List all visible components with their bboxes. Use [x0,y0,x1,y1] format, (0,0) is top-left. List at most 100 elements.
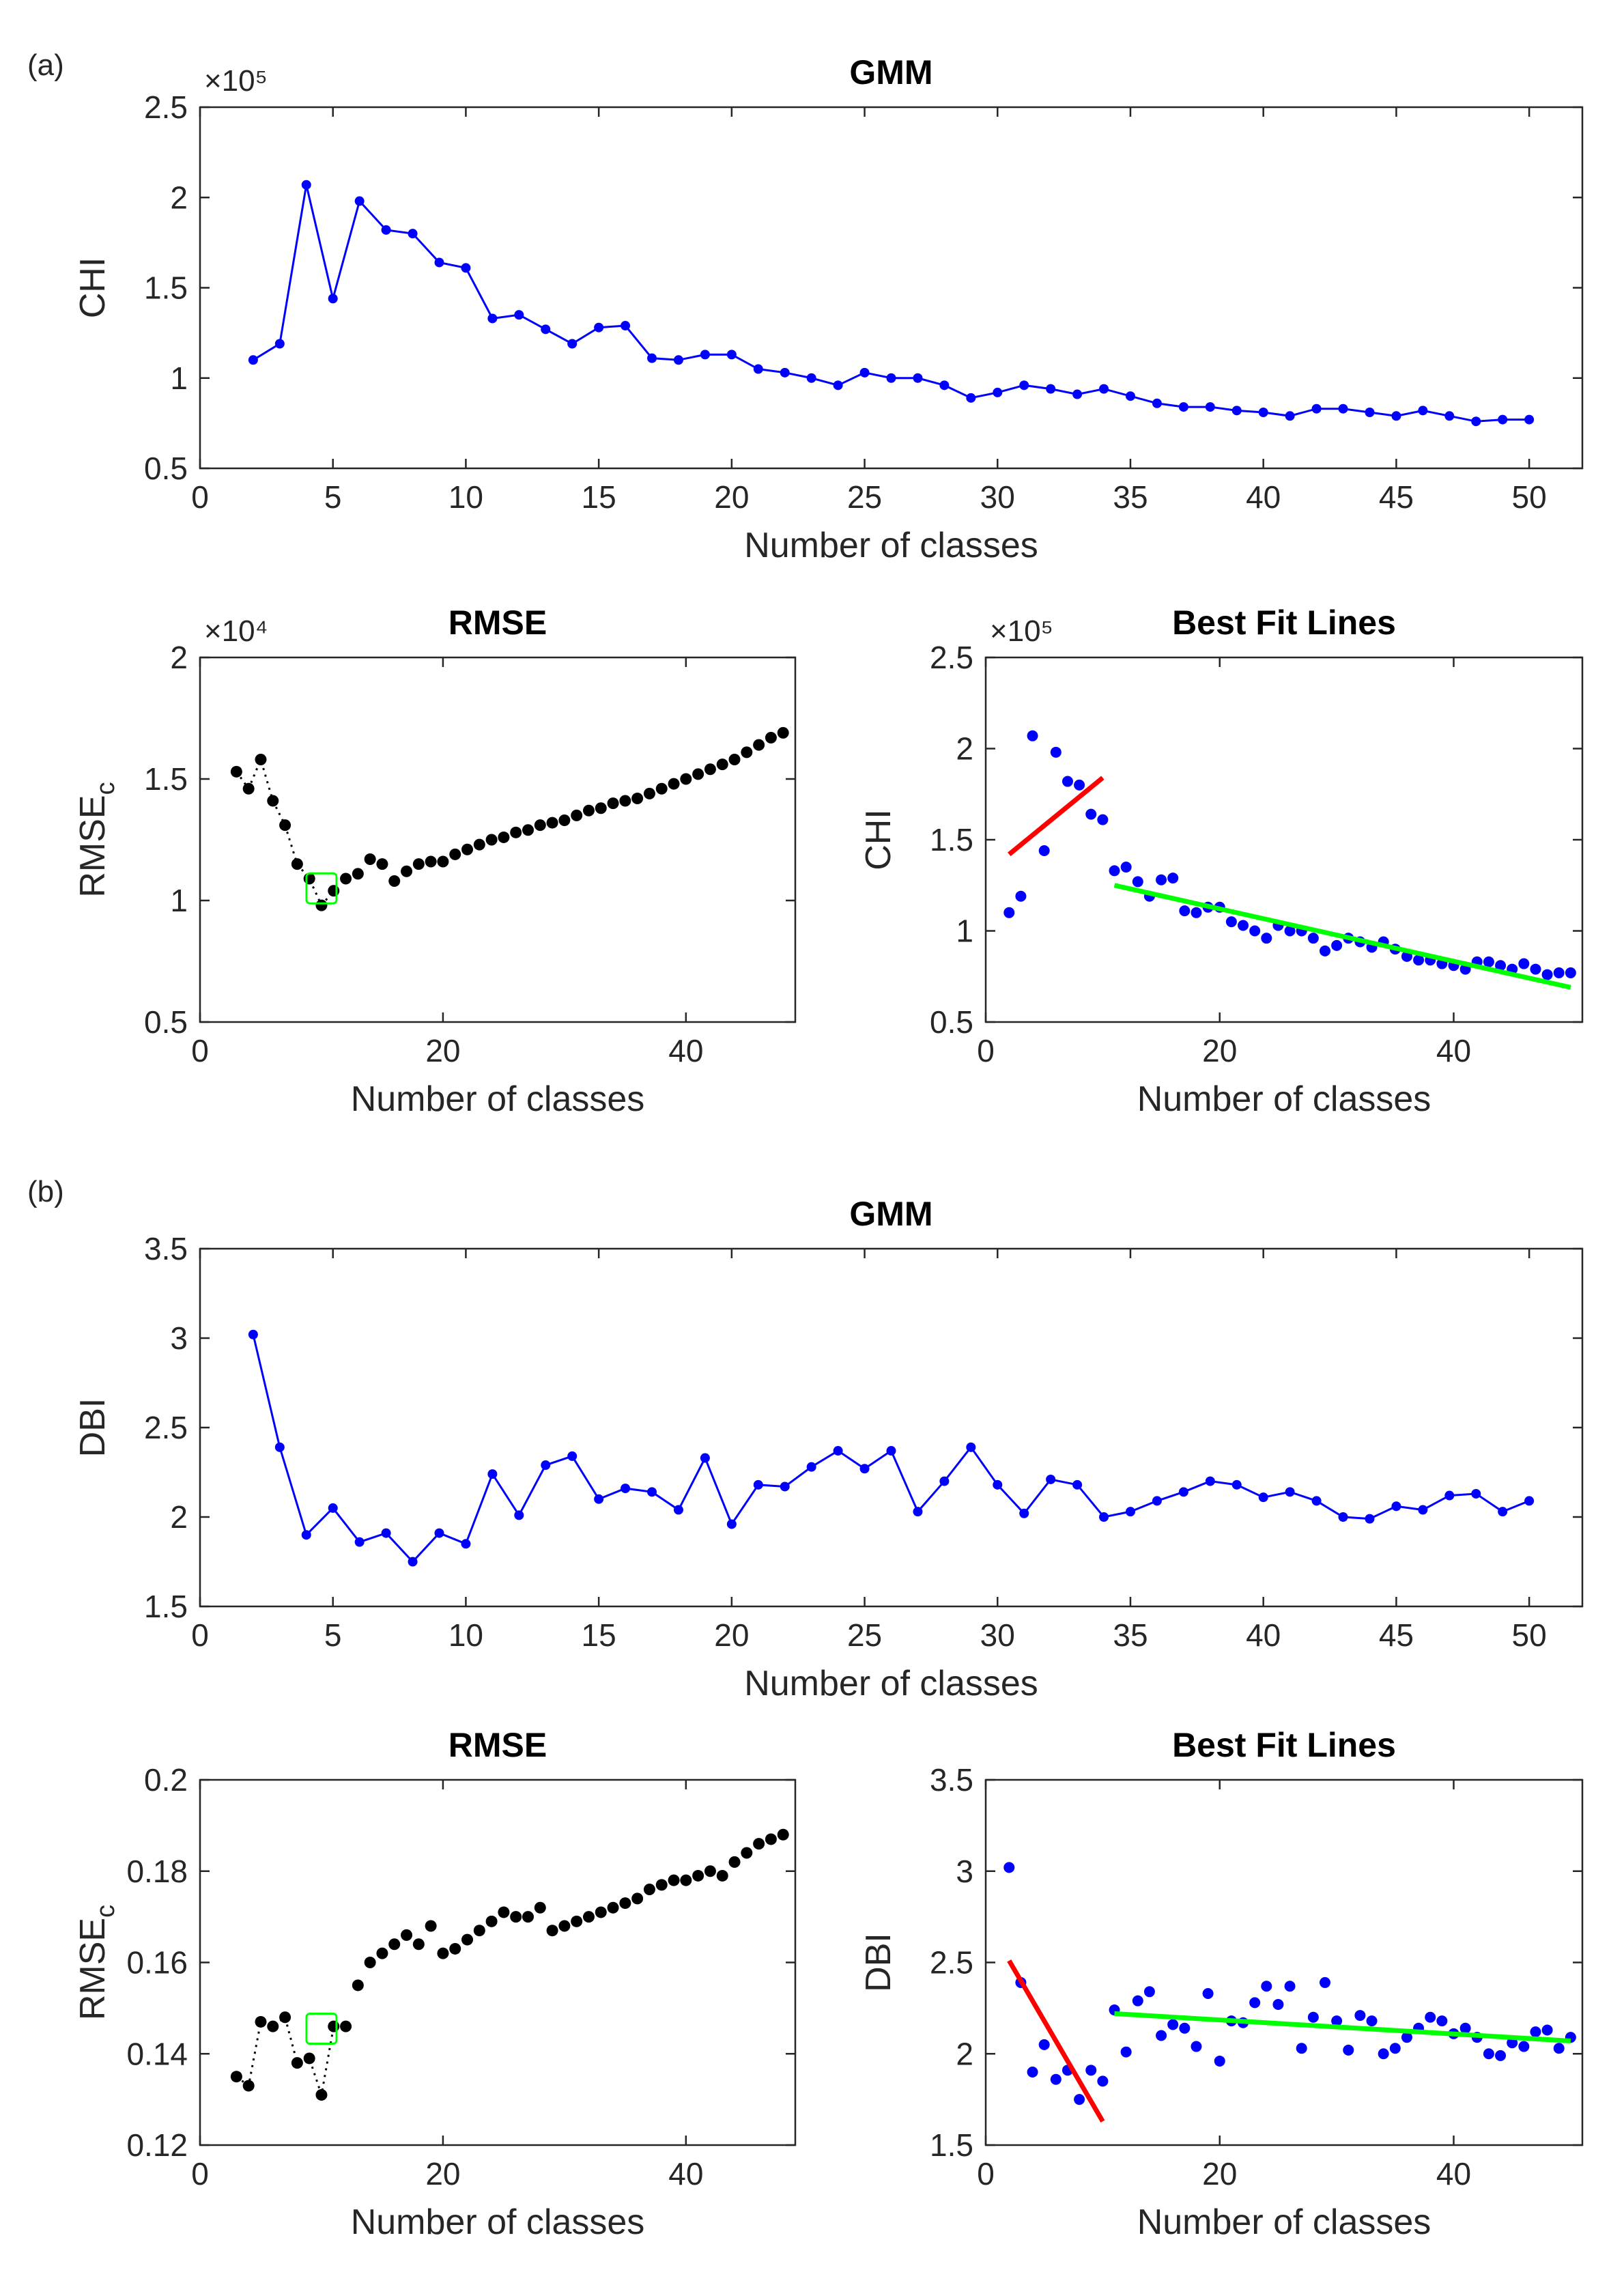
data-point [1518,2041,1530,2052]
data-point [1498,1507,1508,1517]
data-point [643,1884,655,1895]
data-point [1179,905,1191,917]
data-point [859,367,870,378]
data-point [255,2015,267,2028]
data-point [1389,2043,1401,2054]
data-point [1391,411,1401,421]
data-point [449,848,461,860]
y-axis-label: CHI [859,809,898,870]
data-point [546,817,558,829]
data-point [1003,907,1015,918]
data-point [274,339,285,349]
data-point [1050,2073,1062,2085]
data-point [833,380,843,391]
data-point [806,373,816,383]
data-point [1191,907,1202,918]
data-point [1085,808,1097,820]
fit-line-green [1113,883,1571,990]
data-point [364,853,376,865]
x-tick-label: 40 [1246,1617,1281,1653]
data-point [647,1487,657,1497]
x-tick-label: 35 [1113,479,1148,515]
y-axis-label-subscript: c [91,1905,120,1918]
data-point [1459,2022,1471,2034]
chart-title: GMM [849,53,932,91]
data-point [668,778,680,790]
data-point [741,746,753,758]
data-point [1307,2011,1319,2023]
data-point [700,350,710,360]
data-point [1125,391,1135,401]
data-point [1231,406,1242,416]
data-point [1401,2032,1412,2043]
data-point [301,180,311,190]
panel-label-b: (b) [27,1175,64,1208]
data-point [1366,2015,1378,2027]
x-tick-label: 25 [847,479,882,515]
data-point [680,773,692,785]
data-point [619,1897,631,1910]
data-point [1249,1997,1261,2009]
data-point [1285,1487,1295,1497]
data-point [1178,402,1188,412]
data-point [806,1462,816,1472]
data-point [315,2088,328,2101]
data-point [498,1906,510,1918]
data-point [1085,2065,1097,2076]
data-point [594,1494,604,1504]
data-point [1418,1505,1428,1515]
data-point [291,2057,303,2069]
data-point [886,1446,896,1456]
data-point [655,782,668,795]
x-tick-label: 40 [1436,2156,1471,2192]
data-point [328,294,338,304]
data-point [541,1460,551,1471]
data-point [1498,414,1508,425]
data-point [1418,406,1428,416]
x-tick-label: 0 [977,2156,995,2192]
plot-frame [984,656,1584,1023]
data-point [248,1329,258,1339]
data-point [607,797,619,810]
data-point [1152,1496,1162,1506]
data-point [1050,746,1062,758]
data-point [595,802,607,814]
chart-a_rmse: 0 20 40 0.5 1 1.5 2 RMSE ×10⁴ Number of classes RM… [73,604,797,1119]
y-tick-label: 3 [956,1854,973,1889]
data-point [522,1911,534,1923]
data-point [700,1453,710,1463]
data-point [1436,2015,1448,2027]
data-point [267,2020,279,2032]
plot-frame [199,1778,797,2146]
data-point [510,1911,522,1923]
data-point [1261,933,1272,944]
y-tick-label: 2 [170,1499,188,1535]
data-point [939,1476,950,1486]
data-point [1507,2037,1518,2049]
y-tick-label: 1.5 [144,1589,188,1624]
data-point [434,257,444,268]
data-point [485,1915,498,1927]
data-point [1046,1474,1056,1484]
y-tick-label: 0.5 [930,1004,973,1040]
data-point [780,367,790,378]
data-point [558,814,571,827]
data-point [1097,814,1109,825]
data-point [1343,2044,1354,2056]
data-point [1038,845,1050,857]
data-point [631,792,644,804]
y-tick-label: 0.5 [144,1004,188,1040]
data-point [376,858,388,870]
data-point [1444,1490,1455,1501]
data-point [388,1938,401,1951]
data-point [1483,2048,1494,2060]
x-tick-label: 20 [1202,2156,1237,2192]
data-point [1319,945,1330,956]
chart-a_gmm: 0 5 10 15 20 25 30 35 40 45 50 0.5 1 1.5 2 2.5 GMM ×10⁵ Nu… [73,53,1584,565]
data-point [1471,416,1481,427]
data-point [487,1469,498,1479]
data-point [1483,956,1494,967]
data-point [1202,1987,1214,1999]
data-point [1272,1999,1284,2011]
